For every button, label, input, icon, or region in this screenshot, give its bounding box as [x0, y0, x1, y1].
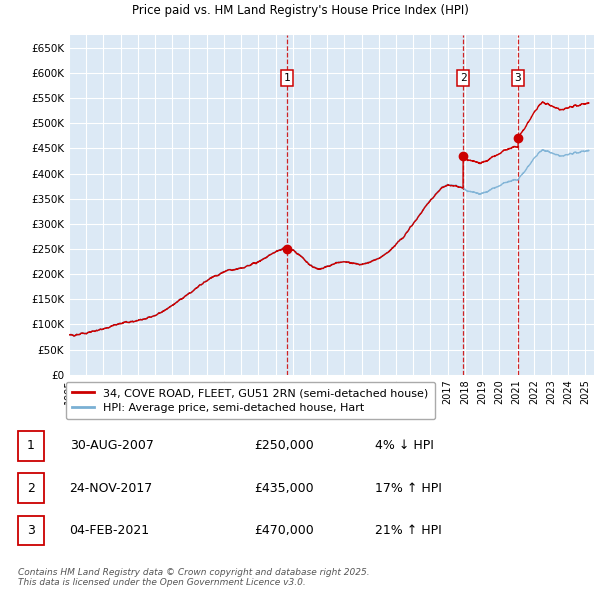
Text: 3: 3: [27, 524, 35, 537]
Text: 2: 2: [27, 481, 35, 495]
FancyBboxPatch shape: [18, 516, 44, 545]
Text: 17% ↑ HPI: 17% ↑ HPI: [375, 481, 442, 495]
FancyBboxPatch shape: [18, 473, 44, 503]
Text: Contains HM Land Registry data © Crown copyright and database right 2025.
This d: Contains HM Land Registry data © Crown c…: [18, 568, 370, 587]
Text: 21% ↑ HPI: 21% ↑ HPI: [375, 524, 442, 537]
Text: 1: 1: [284, 73, 290, 83]
Text: Price paid vs. HM Land Registry's House Price Index (HPI): Price paid vs. HM Land Registry's House …: [131, 4, 469, 17]
Text: 24-NOV-2017: 24-NOV-2017: [70, 481, 153, 495]
Text: 4% ↓ HPI: 4% ↓ HPI: [375, 440, 434, 453]
Text: 3: 3: [515, 73, 521, 83]
Text: 1: 1: [27, 440, 35, 453]
Text: £250,000: £250,000: [254, 440, 314, 453]
Legend: 34, COVE ROAD, FLEET, GU51 2RN (semi-detached house), HPI: Average price, semi-d: 34, COVE ROAD, FLEET, GU51 2RN (semi-det…: [65, 382, 435, 419]
FancyBboxPatch shape: [18, 431, 44, 461]
Text: £435,000: £435,000: [254, 481, 314, 495]
Text: 2: 2: [460, 73, 467, 83]
Text: £470,000: £470,000: [254, 524, 314, 537]
Text: 04-FEB-2021: 04-FEB-2021: [70, 524, 150, 537]
Text: 30-AUG-2007: 30-AUG-2007: [70, 440, 154, 453]
